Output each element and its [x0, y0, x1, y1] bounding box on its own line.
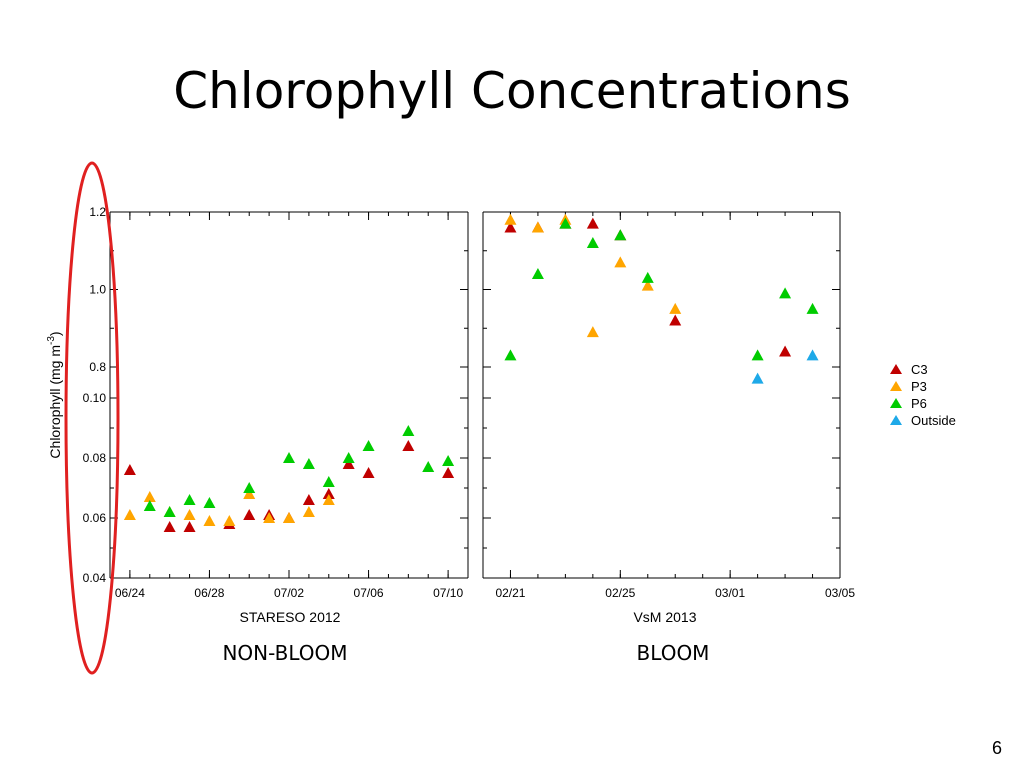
data-point-p6: [322, 476, 335, 487]
x-tick-label: 06/24: [115, 586, 145, 600]
axis-tick-labels: 06/24 06/28 07/02 07/06 07/10 02/21 02/25 03/01…: [83, 205, 856, 600]
slide-number: 6: [991, 738, 1002, 758]
data-point-p6: [302, 458, 315, 469]
data-point-p6: [143, 500, 156, 511]
x-tick-label: 03/05: [825, 586, 855, 600]
data-point-p6: [559, 217, 572, 229]
x-axis-title-left: STARESO 2012: [240, 609, 341, 625]
data-point-p3: [322, 494, 335, 505]
data-point-p3: [143, 491, 156, 502]
data-point-p3: [223, 515, 236, 526]
data-point-p3: [263, 512, 276, 523]
y-tick-label: 0.06: [83, 511, 107, 525]
data-point-p6: [806, 302, 819, 314]
data-point-c3: [342, 458, 355, 469]
data-point-c3: [504, 221, 517, 233]
data-point-c3: [243, 509, 256, 520]
data-point-p3: [641, 279, 654, 291]
data-point-p6: [422, 461, 435, 472]
data-point-p6: [402, 425, 415, 436]
data-point-c3: [779, 345, 792, 357]
data-point-p6: [243, 482, 256, 493]
x-tick-label: 07/10: [433, 586, 463, 600]
y-tick-label: 0.04: [83, 571, 107, 585]
data-point-outside: [806, 349, 819, 361]
x-tick-label: 06/28: [194, 586, 224, 600]
data-point-c3: [302, 494, 315, 505]
x-tick-label: 07/06: [354, 586, 384, 600]
x-tick-label: 02/25: [605, 586, 635, 600]
legend-marker-c3: [890, 364, 902, 374]
data-point-c3: [442, 467, 455, 478]
data-point-p3: [243, 488, 256, 499]
data-points: [123, 213, 819, 532]
caption-non-bloom: NON-BLOOM: [222, 641, 348, 665]
data-point-p3: [614, 256, 627, 268]
data-point-p6: [779, 287, 792, 299]
x-tick-label: 03/01: [715, 586, 745, 600]
data-point-p6: [531, 268, 544, 279]
caption-bloom: BLOOM: [636, 641, 710, 665]
axis-ticks: [109, 211, 841, 579]
data-point-p6: [203, 497, 216, 508]
data-point-c3: [163, 521, 176, 532]
legend-marker-outside: [890, 415, 902, 425]
data-point-p3: [302, 506, 315, 517]
data-point-p6: [283, 452, 295, 463]
legend-label-c3: C3: [911, 362, 928, 377]
data-point-outside: [751, 372, 764, 384]
data-point-p3: [283, 512, 295, 523]
slide-title: Chlorophyll Concentrations: [173, 62, 851, 120]
x-tick-label: 02/21: [495, 586, 525, 600]
data-point-p6: [586, 237, 599, 248]
data-point-p3: [669, 302, 682, 314]
data-point-p6: [362, 440, 375, 451]
data-point-p3: [123, 509, 136, 520]
data-point-c3: [669, 314, 682, 326]
legend-marker-p3: [890, 381, 902, 391]
data-point-p3: [203, 515, 216, 526]
data-point-c3: [183, 521, 196, 532]
y-tick-label: 1.2: [89, 205, 106, 219]
data-point-c3: [402, 440, 415, 451]
data-point-c3: [123, 464, 136, 475]
data-point-p6: [342, 452, 355, 463]
data-point-p6: [614, 229, 627, 241]
data-point-p6: [442, 455, 455, 466]
data-point-p6: [504, 349, 517, 361]
data-point-p6: [641, 271, 654, 283]
y-tick-label: 1.0: [89, 283, 106, 297]
data-point-p3: [531, 221, 544, 233]
legend-marker-p6: [890, 398, 902, 408]
data-point-c3: [322, 488, 335, 499]
panel-frames: [109, 211, 841, 579]
data-point-p6: [163, 506, 176, 517]
data-point-c3: [586, 217, 599, 229]
y-tick-label: 0.08: [83, 451, 107, 465]
y-tick-label: 0.8: [89, 360, 106, 374]
legend-label-p3: P3: [911, 379, 927, 394]
legend-label-outside: Outside: [911, 413, 956, 428]
y-axis-title: Chlorophyll (mg m-3): [46, 331, 63, 458]
x-tick-label: 07/02: [274, 586, 304, 600]
data-point-p3: [504, 213, 517, 225]
x-axis-title-right: VsM 2013: [633, 609, 696, 625]
legend-label-p6: P6: [911, 396, 927, 411]
chart-legend: C3 P3 P6 Outside: [890, 362, 956, 428]
data-point-c3: [362, 467, 375, 478]
highlight-ellipse: [64, 161, 120, 675]
data-point-p3: [183, 509, 196, 520]
data-point-p6: [183, 494, 196, 505]
data-point-p3: [586, 326, 599, 338]
data-point-p6: [751, 349, 764, 361]
y-tick-label: 0.10: [83, 391, 107, 405]
